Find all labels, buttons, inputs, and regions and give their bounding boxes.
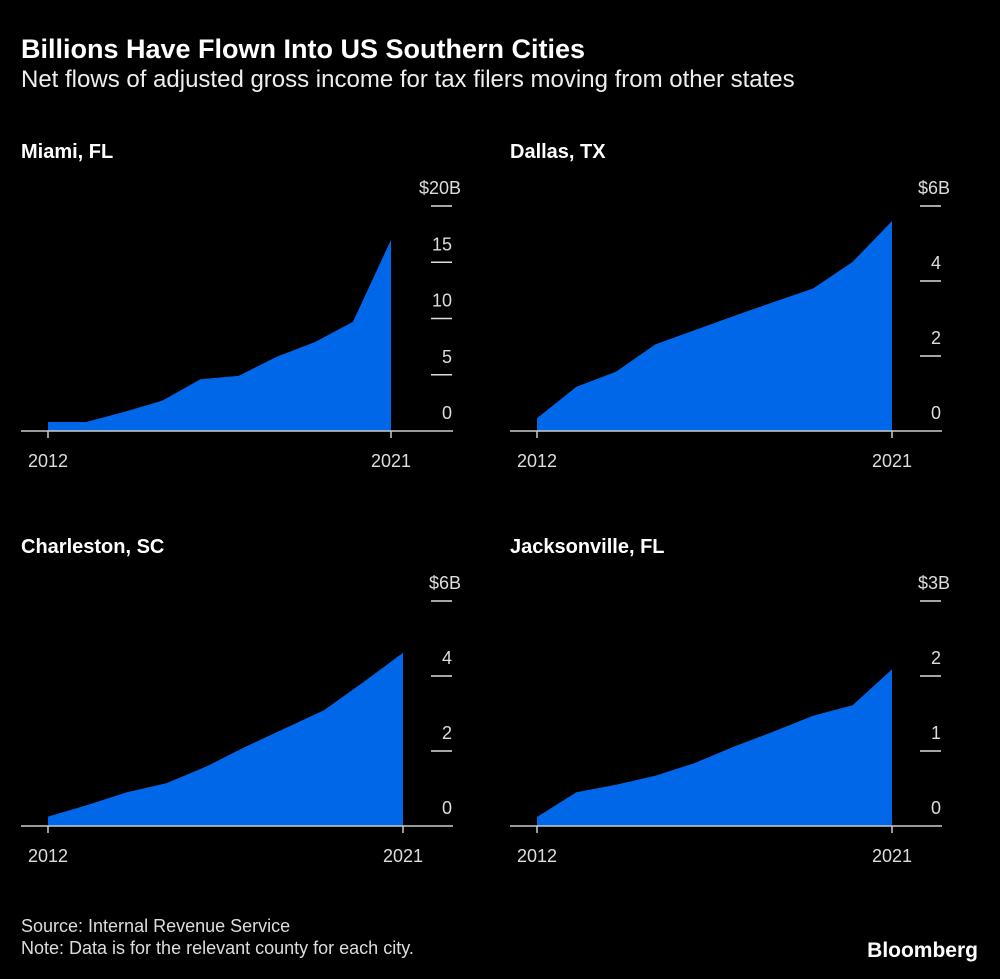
y-tick-label: 0 — [442, 403, 452, 423]
area-series — [537, 669, 892, 826]
panel-0: Miami, FL 2012 2021 0 5 10 15 $20B — [21, 141, 461, 471]
area-series — [48, 652, 403, 826]
y-tick-label: $6B — [918, 178, 950, 198]
y-tick-label: 0 — [931, 403, 941, 423]
y-tick-label: 4 — [931, 253, 941, 273]
chart-subtitle: Net flows of adjusted gross income for t… — [21, 66, 795, 93]
y-tick-label: 0 — [442, 798, 452, 818]
x-tick-label: 2021 — [371, 451, 411, 471]
y-tick-label: 1 — [931, 723, 941, 743]
y-tick-label: $6B — [429, 573, 461, 593]
x-tick-label: 2021 — [872, 846, 912, 866]
panel-title: Dallas, TX — [510, 141, 606, 163]
y-tick-label: 2 — [442, 723, 452, 743]
chart-title: Billions Have Flown Into US Southern Cit… — [21, 34, 586, 64]
y-tick-label: 2 — [931, 648, 941, 668]
y-tick-label: 5 — [442, 347, 452, 367]
area-series — [537, 221, 892, 431]
x-tick-label: 2021 — [872, 451, 912, 471]
x-tick-label: 2012 — [28, 846, 68, 866]
y-tick-label: $20B — [419, 178, 461, 198]
area-series — [48, 239, 391, 431]
x-tick-label: 2021 — [383, 846, 423, 866]
y-tick-label: 0 — [931, 798, 941, 818]
y-tick-label: 15 — [432, 234, 452, 254]
x-tick-label: 2012 — [517, 846, 557, 866]
x-tick-label: 2012 — [517, 451, 557, 471]
bloomberg-logo: Bloomberg — [867, 939, 978, 962]
x-tick-label: 2012 — [28, 451, 68, 471]
y-tick-label: 4 — [442, 648, 452, 668]
panel-3: Jacksonville, FL 2012 2021 0 1 2 $3B — [510, 536, 950, 866]
panel-title: Jacksonville, FL — [510, 536, 665, 558]
y-tick-label: 2 — [931, 328, 941, 348]
panel-1: Dallas, TX 2012 2021 0 2 4 $6B — [510, 141, 950, 471]
data-note: Note: Data is for the relevant county fo… — [21, 938, 414, 958]
panel-2: Charleston, SC 2012 2021 0 2 4 $6B — [21, 536, 461, 866]
y-tick-label: $3B — [918, 573, 950, 593]
panel-title: Charleston, SC — [21, 536, 164, 558]
panel-title: Miami, FL — [21, 141, 113, 163]
source-note: Source: Internal Revenue Service — [21, 916, 291, 936]
y-tick-label: 10 — [432, 291, 452, 311]
